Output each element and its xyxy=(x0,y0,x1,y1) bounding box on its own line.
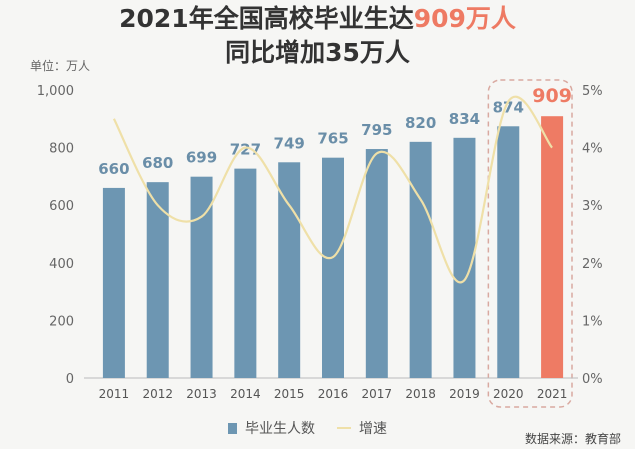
chart-title-line2: 同比增加35万人 xyxy=(225,38,410,67)
y-tick-label: 0 xyxy=(66,372,74,387)
y-tick-label: 800 xyxy=(49,142,74,157)
legend-bar-label: 毕业生人数 xyxy=(245,421,315,437)
y2-tick-label: 5% xyxy=(582,84,603,99)
y2-tick-label: 4% xyxy=(582,142,603,157)
bar-value-label: 660 xyxy=(98,160,129,178)
bar-value-label: 699 xyxy=(186,149,217,167)
x-tick-label: 2014 xyxy=(230,387,261,401)
bar xyxy=(322,157,344,378)
bar xyxy=(453,137,476,378)
bar xyxy=(234,168,257,378)
bar-value-label: 795 xyxy=(361,121,392,139)
x-tick-label: 2018 xyxy=(405,387,436,401)
y2-tick-label: 1% xyxy=(582,314,603,329)
bar-value-label: 834 xyxy=(449,110,480,128)
growth-rate-line xyxy=(112,95,553,284)
y2-tick-label: 2% xyxy=(582,257,603,272)
title-highlight: 909万人 xyxy=(413,4,516,33)
x-tick-label: 2020 xyxy=(493,387,524,401)
bar xyxy=(365,149,388,378)
x-tick-label: 2016 xyxy=(318,387,349,401)
legend-line-label: 增速 xyxy=(359,421,387,437)
data-source: 数据来源：教育部 xyxy=(524,432,621,446)
bar xyxy=(146,182,169,378)
x-tick-label: 2012 xyxy=(142,387,173,401)
y-tick-label: 1,000 xyxy=(37,84,74,99)
x-tick-label: 2017 xyxy=(362,387,393,401)
y-axis-unit: 单位：万人 xyxy=(30,58,90,73)
y-tick-label: 200 xyxy=(49,314,74,329)
bar-value-label: 749 xyxy=(274,134,305,152)
y-tick-label: 400 xyxy=(49,257,74,272)
bar xyxy=(541,116,564,378)
chart-title-line1: 2021年全国高校毕业生达909万人 xyxy=(0,4,635,34)
x-tick-label: 2013 xyxy=(186,387,217,401)
legend-line-swatch xyxy=(337,427,351,429)
highlight-box xyxy=(487,79,573,408)
x-tick-label: 2015 xyxy=(274,387,305,401)
y2-tick-label: 0% xyxy=(582,372,603,387)
legend: 毕业生人数 增速 xyxy=(228,418,387,438)
y-tick-label: 600 xyxy=(49,199,74,214)
bar xyxy=(102,187,125,378)
bar-value-label: 909 xyxy=(532,85,572,107)
bar xyxy=(190,176,213,378)
bar xyxy=(278,162,301,378)
bar-value-label: 765 xyxy=(317,130,348,148)
bar-value-label: 874 xyxy=(493,98,524,116)
bar xyxy=(497,126,520,379)
x-tick-label: 2019 xyxy=(449,387,480,401)
title-prefix: 2021年全国高校毕业生达 xyxy=(119,4,414,33)
bar-value-label: 680 xyxy=(142,154,173,172)
bar xyxy=(409,141,432,378)
x-tick-label: 2021 xyxy=(537,387,568,401)
y2-tick-label: 3% xyxy=(582,199,603,214)
bar-value-label: 820 xyxy=(405,114,436,132)
x-tick-label: 2011 xyxy=(99,387,130,401)
legend-bar-swatch xyxy=(228,422,237,434)
